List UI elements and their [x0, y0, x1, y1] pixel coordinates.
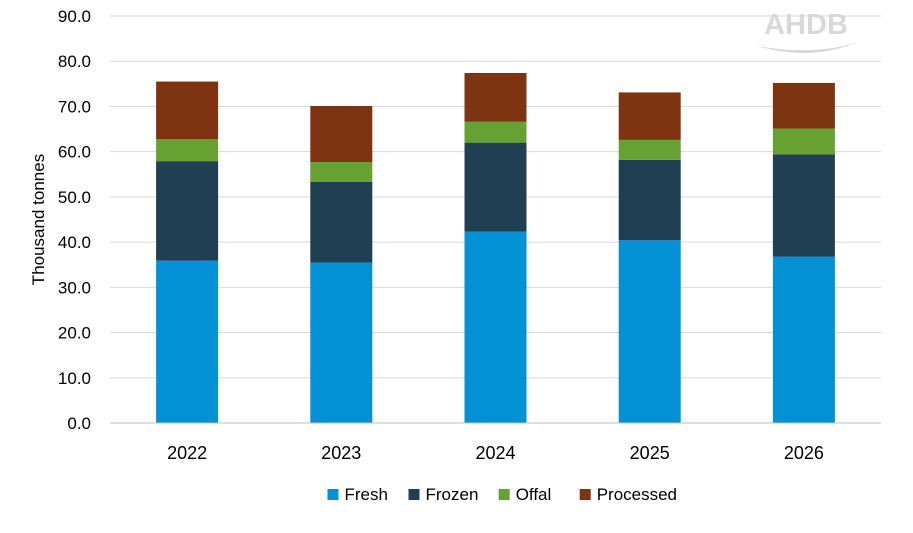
- legend-label-offal: Offal: [516, 485, 552, 504]
- bar-fresh-2025: [618, 240, 681, 423]
- y-tick-label: 40.0: [58, 233, 91, 252]
- bar-offal-2023: [310, 162, 373, 182]
- legend-label-fresh: Fresh: [345, 485, 388, 504]
- bar-frozen-2023: [310, 181, 373, 263]
- legend-swatch-processed: [579, 489, 591, 500]
- legend: Fresh Frozen Offal Processed: [327, 485, 677, 504]
- y-tick-label: 20.0: [58, 324, 91, 343]
- bar-fresh-2022: [156, 260, 219, 423]
- y-tick-label: 90.0: [58, 7, 91, 26]
- bar-offal-2026: [772, 128, 835, 155]
- bar-processed-2026: [772, 82, 835, 129]
- bar-offal-2024: [464, 121, 527, 143]
- bar-frozen-2022: [156, 161, 219, 261]
- y-tick-label: 10.0: [58, 369, 91, 388]
- legend-label-frozen: Frozen: [426, 485, 479, 504]
- legend-label-processed: Processed: [597, 485, 677, 504]
- y-tick-label: 80.0: [58, 52, 91, 71]
- x-tick-label: 2024: [475, 443, 515, 463]
- bar-frozen-2025: [618, 159, 681, 241]
- x-tick-label: 2022: [167, 443, 207, 463]
- bar-processed-2025: [618, 92, 681, 140]
- x-tick-label: 2025: [630, 443, 670, 463]
- y-axis-ticks: 0.0 10.0 20.0 30.0 40.0 50.0 60.0 70.0 80.0 90.0: [58, 7, 91, 433]
- y-tick-label: 30.0: [58, 278, 91, 297]
- watermark-text: AHDB: [764, 9, 848, 41]
- y-axis-label: Thousand tonnes: [29, 154, 48, 285]
- bar-processed-2022: [156, 81, 219, 140]
- legend-swatch-fresh: [327, 489, 339, 500]
- ahdb-watermark-logo: AHDB: [757, 9, 858, 54]
- bars: [156, 72, 835, 423]
- y-tick-label: 50.0: [58, 188, 91, 207]
- bar-fresh-2024: [464, 231, 527, 423]
- bar-frozen-2024: [464, 142, 527, 232]
- bar-frozen-2026: [772, 154, 835, 257]
- x-tick-label: 2026: [784, 443, 824, 463]
- legend-swatch-frozen: [408, 489, 420, 500]
- bar-processed-2024: [464, 72, 527, 122]
- bar-offal-2022: [156, 139, 219, 162]
- bar-processed-2023: [310, 105, 373, 163]
- watermark-swoosh: [757, 42, 858, 54]
- x-axis-ticks: 2022 2023 2024 2025 2026: [167, 443, 824, 463]
- y-tick-label: 60.0: [58, 143, 91, 162]
- y-tick-label: 0.0: [67, 414, 91, 433]
- bar-offal-2025: [618, 139, 681, 160]
- bar-fresh-2026: [772, 256, 835, 423]
- y-tick-label: 70.0: [58, 97, 91, 116]
- x-tick-label: 2023: [321, 443, 361, 463]
- legend-swatch-offal: [498, 489, 510, 500]
- bar-fresh-2023: [310, 262, 373, 423]
